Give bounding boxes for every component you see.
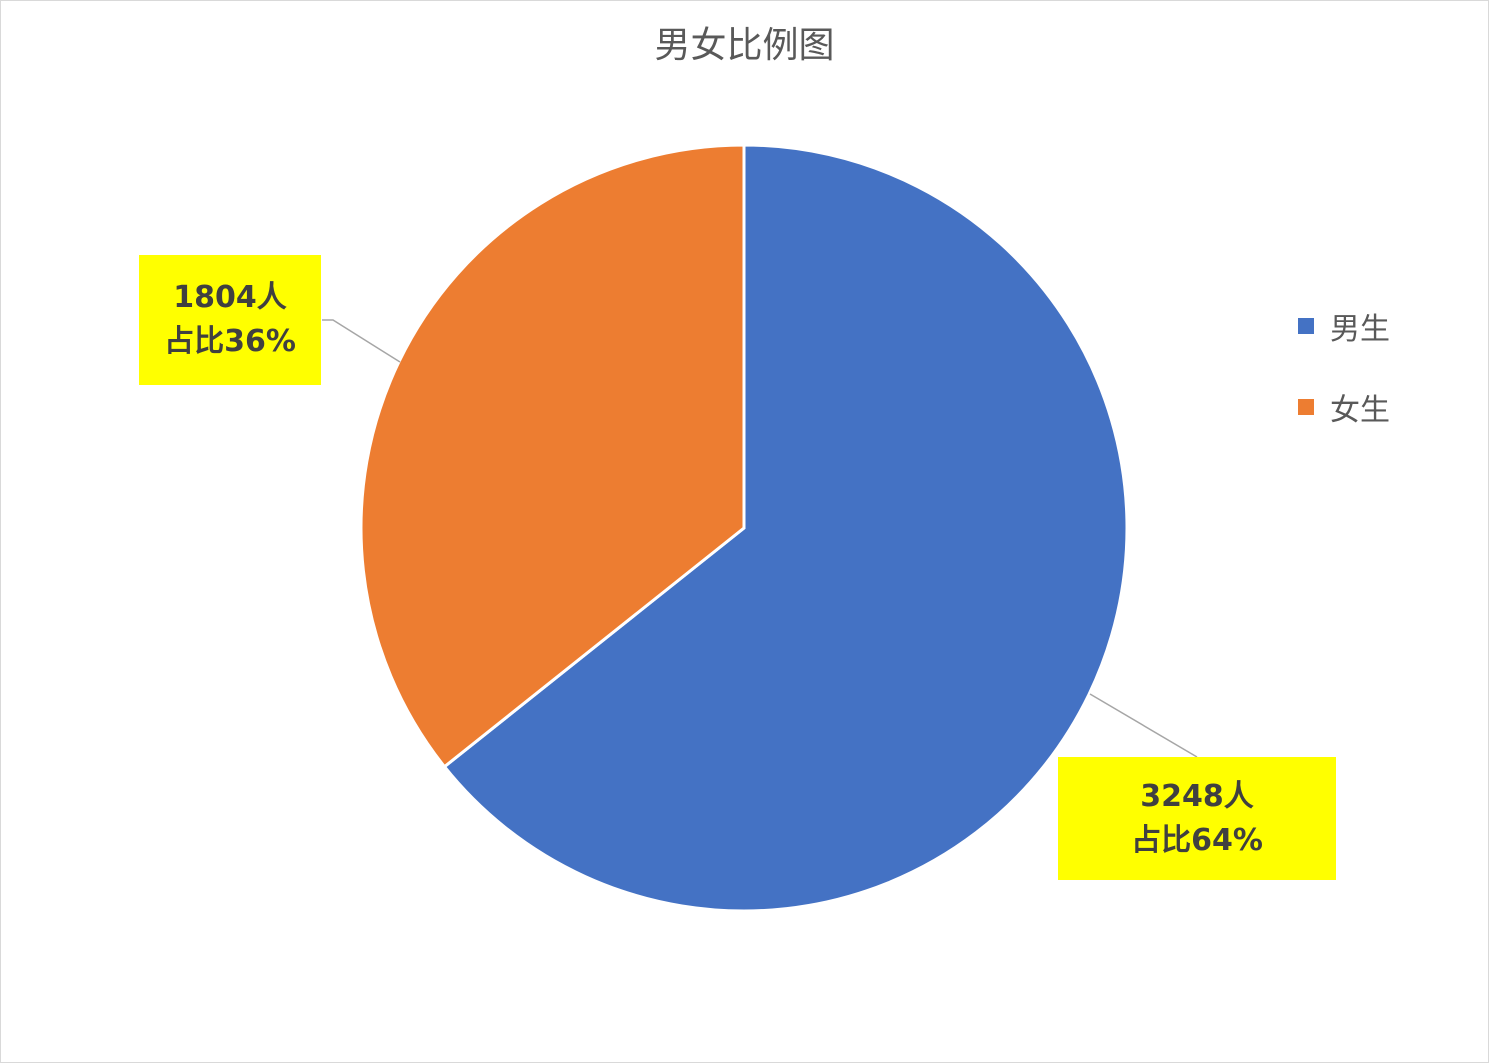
data-label-male: 3248人 占比64% xyxy=(1058,757,1336,880)
chart-title: 男女比例图 xyxy=(654,25,835,66)
pie-slice-0 xyxy=(442,143,1129,913)
data-label-female: 1804人 占比36% xyxy=(139,255,321,385)
leader-line-female xyxy=(322,319,401,363)
legend-label: 女生 xyxy=(1330,393,1390,428)
legend-item-male: 男生 xyxy=(1298,304,1390,348)
data-label-percent: 占比64% xyxy=(1131,822,1263,858)
legend-item-female: 女生 xyxy=(1298,385,1390,429)
leader-line-male xyxy=(1089,693,1198,758)
legend-swatch xyxy=(1298,318,1314,334)
data-label-percent: 占比36% xyxy=(164,324,296,359)
data-label-count: 1804人 xyxy=(173,280,287,315)
legend-label: 男生 xyxy=(1330,312,1390,347)
legend-swatch xyxy=(1298,399,1314,415)
data-label-count: 3248人 xyxy=(1140,778,1254,814)
